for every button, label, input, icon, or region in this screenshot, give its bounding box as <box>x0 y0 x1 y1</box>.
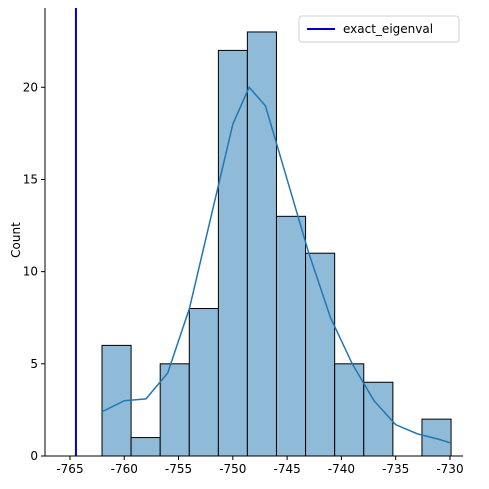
y-tick-label: 20 <box>23 80 38 94</box>
x-tick-label: -745 <box>273 462 300 476</box>
bar <box>305 252 336 457</box>
bar <box>246 31 277 457</box>
bar <box>217 49 248 457</box>
y-axis-label: Count <box>9 222 23 258</box>
bar <box>275 215 307 457</box>
x-tick-label: -750 <box>219 462 246 476</box>
kde-line <box>101 85 452 444</box>
x-tick-label: -760 <box>111 462 138 476</box>
y-tick-label: 10 <box>23 265 38 279</box>
bar <box>334 363 365 457</box>
y-tick-label: 15 <box>23 172 38 186</box>
x-tick-label: -740 <box>328 462 355 476</box>
bar <box>159 363 190 457</box>
x-tick-label: -755 <box>165 462 192 476</box>
bar <box>363 381 394 457</box>
x-tick-label: -735 <box>382 462 409 476</box>
legend-box <box>298 15 460 43</box>
bar <box>421 418 452 457</box>
legend-label: exact_eigenval <box>343 22 433 36</box>
y-tick-label: 5 <box>30 357 38 371</box>
x-tick-label: -765 <box>56 462 83 476</box>
bar <box>188 308 219 457</box>
bar <box>130 437 161 457</box>
x-tick-label: -730 <box>436 462 463 476</box>
y-tick-label: 0 <box>30 449 38 463</box>
